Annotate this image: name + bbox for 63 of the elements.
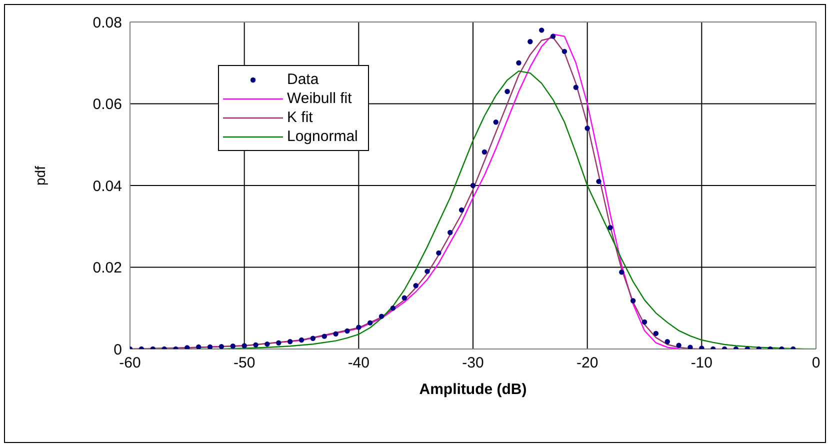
point [368,320,373,326]
x-tick-label: 0 [812,354,820,372]
point [276,340,282,346]
point [539,28,544,33]
legend-label: Weibull fit [287,89,352,108]
point [390,306,396,311]
point [688,344,693,349]
point [424,268,430,274]
point [562,48,568,54]
x-tick-label: -50 [233,354,256,372]
point [378,314,384,319]
point [344,328,350,334]
point [413,283,418,288]
point [448,230,453,236]
point [310,336,316,341]
point [470,182,476,188]
legend-label: K fit [287,108,313,127]
point [218,344,224,349]
point [608,225,613,230]
point [504,88,510,94]
y-axis-title: pdf [32,166,48,186]
point [596,178,602,184]
point [436,250,442,256]
point [196,344,202,349]
point [630,298,636,304]
y-tick-label: 0 [114,341,122,358]
y-tick-label: 0.04 [92,178,122,195]
point [287,339,293,344]
y-tick-label: 0.06 [92,96,122,114]
legend-label: Data [287,70,319,89]
point [298,337,304,343]
x-tick-label: -10 [690,354,713,372]
x-tick-label: -20 [576,354,598,372]
point [184,345,190,349]
point [493,120,498,125]
point [207,344,213,349]
point [619,270,624,275]
point [528,39,533,44]
point [584,126,590,131]
point [333,331,338,336]
point [573,84,578,90]
point [356,324,362,330]
x-tick-label: -60 [119,354,141,372]
y-tick-label: 0.08 [92,14,122,32]
point [402,295,407,301]
point [264,341,270,347]
point [664,339,670,344]
x-tick-label: -40 [348,354,370,372]
x-tick-label: -30 [462,354,484,372]
point [550,34,556,39]
point [516,60,522,66]
point [458,207,464,213]
point [253,342,258,348]
point [676,342,682,348]
point [322,334,327,339]
point [242,343,247,348]
x-axis-title: Amplitude (dB) [419,381,527,398]
point [653,330,659,336]
y-tick-label: 0.02 [92,260,122,277]
point [642,319,648,325]
point [230,344,236,349]
point [482,149,488,155]
legend-label: Lognormal [287,127,358,146]
